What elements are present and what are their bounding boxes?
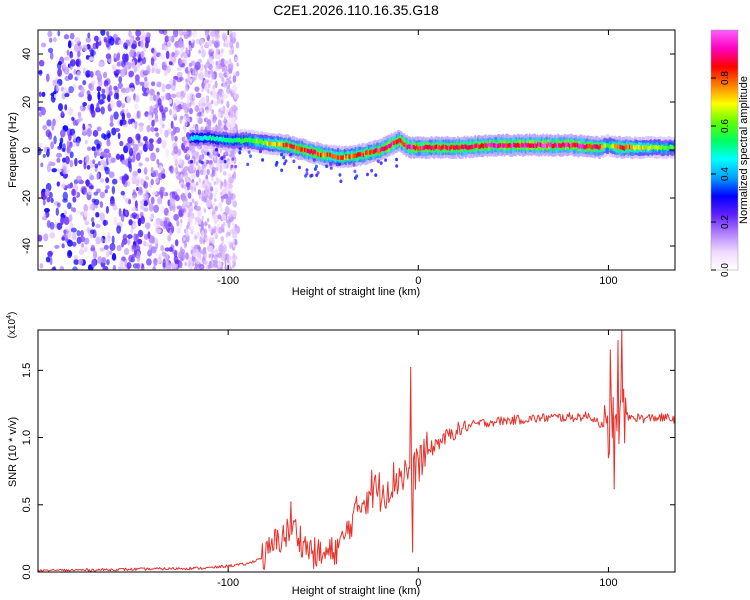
snr-y-tick-label: 0.5 [21, 497, 33, 512]
colorbar-tick-label: 0.2 [720, 215, 731, 229]
spectrogram-y-label: Frequency (Hz) [7, 112, 19, 188]
spectrogram-signal-track [189, 126, 675, 184]
snr-spike-point [410, 367, 412, 369]
snr-spike-point [613, 488, 615, 490]
snr-series-line [38, 330, 675, 572]
snr-x-tick-label: 100 [599, 577, 617, 589]
spectrogram-y-tick-label: -40 [21, 238, 33, 254]
snr-y-tick-label: 1.5 [21, 363, 33, 378]
snr-spike-point [290, 501, 292, 503]
spectrogram-y-tick-label: 40 [21, 48, 33, 60]
spectrogram-panel: -100 0 100 -40 -20 0 20 40 Height of straight … [7, 29, 676, 298]
figure-title: C2E1.2026.110.16.35.G18 [273, 2, 439, 18]
snr-y-ticks: 0.0 0.5 1.0 1.5 [21, 363, 675, 580]
snr-panel: -100 0 100 0.0 0.5 1.0 1.5 Height of straight… [6, 312, 676, 597]
snr-x-tick-label: -100 [217, 577, 239, 589]
snr-y-label: SNR (10 * v/v) [7, 417, 19, 487]
colorbar-tick-label: 0.4 [720, 167, 731, 181]
spectrogram-x-tick-label: -100 [217, 275, 239, 287]
spectrogram-y-tick-label: 0 [21, 147, 33, 153]
snr-x-label: Height of straight line (km) [292, 585, 420, 597]
colorbar-tick-label: 0.0 [720, 263, 731, 277]
snr-y-tick-label: 1.0 [21, 430, 33, 445]
spectrogram-noise [38, 30, 241, 270]
snr-scale-base: (x10 [7, 318, 18, 338]
snr-spike-point [609, 349, 611, 351]
colorbar-frame [710, 29, 739, 271]
colorbar-gradient [711, 30, 738, 270]
snr-spike-point [411, 551, 414, 553]
spectrogram-y-tick-label: -20 [21, 190, 33, 206]
spectrogram-x-tick-label: 100 [599, 275, 617, 287]
spectrogram-x-label: Height of straight line (km) [292, 286, 420, 298]
snr-y-tick-label: 0.0 [21, 564, 33, 579]
snr-spike-point [617, 340, 619, 342]
snr-scale-exponent: 4 [6, 315, 13, 319]
spectrogram-y-ticks: -40 -20 0 20 40 [21, 48, 675, 254]
colorbar-tick-label: 0.6 [720, 119, 731, 133]
spectrogram-x-tick-label: 0 [415, 275, 421, 287]
snr-x-tick-label: 0 [415, 577, 421, 589]
spectrogram-x-ticks: -100 0 100 [217, 30, 618, 287]
spectrogram-y-tick-label: 20 [21, 96, 33, 108]
snr-scale-label: (x104) [6, 312, 18, 339]
colorbar-label: Normalized spectral amplitude [738, 76, 750, 224]
snr-frame [37, 329, 676, 573]
colorbar-ticks: 0.0 0.2 0.4 0.6 0.8 [711, 71, 731, 277]
colorbar: 0.0 0.2 0.4 0.6 0.8 Normalized spectral ampl… [710, 29, 750, 277]
snr-x-ticks: -100 0 100 [217, 330, 618, 589]
colorbar-tick-label: 0.8 [720, 71, 731, 85]
svg-text:(x104): (x104) [6, 312, 18, 339]
